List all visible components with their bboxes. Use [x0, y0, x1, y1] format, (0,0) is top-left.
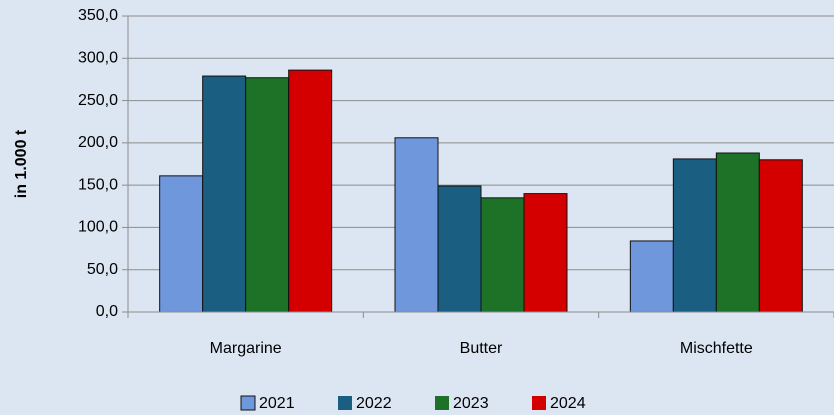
legend-swatch — [435, 396, 449, 410]
legend-label: 2022 — [356, 395, 392, 412]
bar — [715, 152, 760, 313]
legend-label: 2024 — [550, 395, 586, 412]
x-tick-label: Margarine — [210, 340, 282, 357]
y-axis-label: in 1.000 t — [13, 129, 30, 198]
legend-swatch — [338, 396, 352, 410]
y-tick-label: 0,0 — [96, 303, 118, 320]
x-tick-label: Butter — [460, 340, 503, 357]
y-tick-label: 50,0 — [87, 261, 118, 278]
bar — [437, 185, 482, 313]
x-tick-label: Mischfette — [680, 340, 753, 357]
bar — [629, 240, 674, 313]
bar — [288, 69, 333, 313]
y-tick-label: 300,0 — [78, 50, 118, 67]
bar — [758, 159, 803, 313]
bar — [245, 77, 290, 313]
y-tick-label: 350,0 — [78, 7, 118, 24]
legend-label: 2021 — [259, 395, 295, 412]
legend-label: 2023 — [453, 395, 489, 412]
bar — [523, 193, 568, 313]
bar — [480, 197, 525, 313]
y-tick-label: 100,0 — [78, 219, 118, 236]
legend-swatch — [532, 396, 546, 410]
y-tick-label: 250,0 — [78, 92, 118, 109]
bar — [159, 175, 204, 313]
legend-swatch — [240, 395, 256, 411]
bar — [672, 158, 717, 313]
y-tick-label: 150,0 — [78, 176, 118, 193]
y-tick-label: 200,0 — [78, 134, 118, 151]
bar — [202, 75, 247, 313]
bar — [394, 137, 439, 313]
